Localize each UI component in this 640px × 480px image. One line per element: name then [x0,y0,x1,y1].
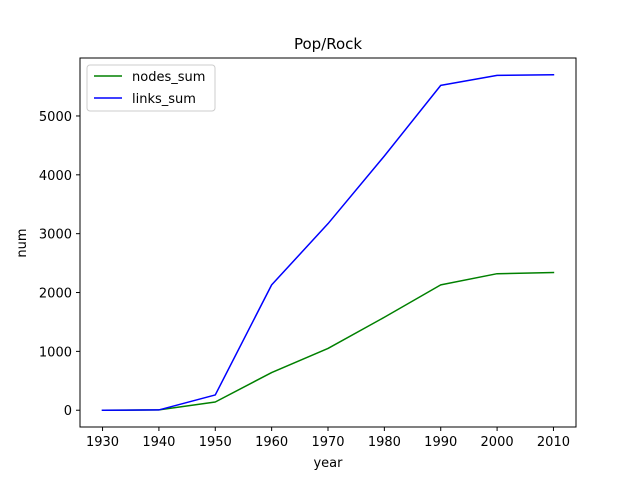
legend: nodes_sum links_sum [86,64,216,112]
x-tick-label: 1950 [199,435,232,450]
x-tick-label: 1990 [424,435,457,450]
x-tick-label: 2010 [537,435,570,450]
y-tick-label: 4000 [39,169,72,184]
x-tick-label: 1930 [86,435,119,450]
x-axis-label: year [313,456,343,471]
x-tick-label: 1980 [368,435,401,450]
y-tick-label: 0 [64,404,72,419]
x-tick-label: 1960 [255,435,288,450]
y-tick-label: 2000 [39,287,72,302]
y-tick-label: 3000 [39,228,72,243]
x-axis: 1930 1940 1950 1960 1970 1980 1990 2000 2010 [86,427,570,450]
chart-title: Pop/Rock [294,35,362,53]
legend-label-links-sum: links_sum [132,92,196,107]
y-axis: 0 1000 2000 3000 4000 5000 [39,110,80,419]
x-tick-label: 1940 [142,435,175,450]
legend-label-nodes-sum: nodes_sum [132,70,205,85]
x-tick-label: 1970 [311,435,344,450]
y-axis-label: num [15,228,30,257]
series-layer [101,74,555,411]
y-tick-label: 1000 [39,345,72,360]
series-line-nodes-sum [101,271,555,411]
y-tick-label: 5000 [39,110,72,125]
plot-frame [79,57,577,428]
x-tick-label: 2000 [481,435,514,450]
series-line-links-sum [101,74,555,411]
